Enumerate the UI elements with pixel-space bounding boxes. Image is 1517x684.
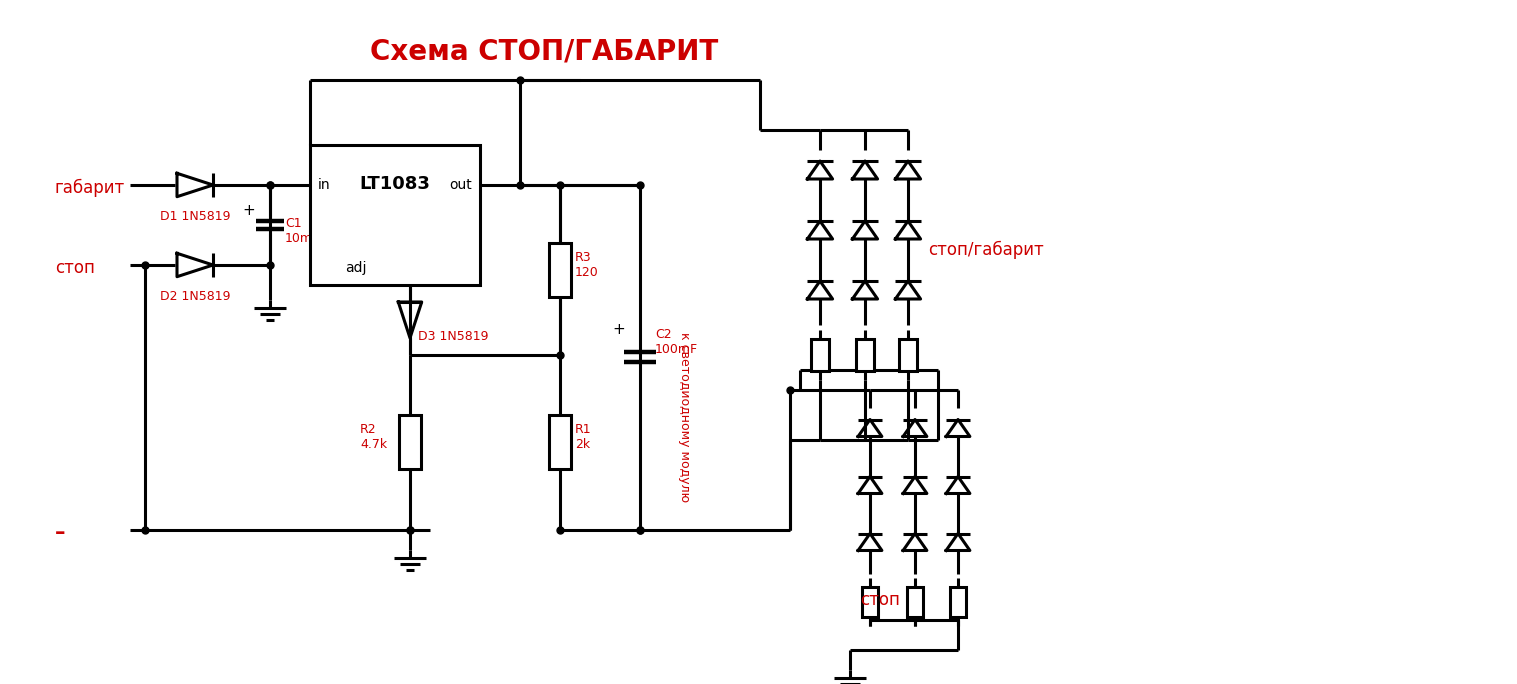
- Text: in: in: [319, 178, 331, 192]
- Text: LT1083: LT1083: [360, 175, 431, 193]
- Bar: [950, 587, 966, 617]
- Bar: [862, 587, 878, 617]
- Text: D2 1N5819: D2 1N5819: [159, 290, 231, 303]
- Text: стоп/габарит: стоп/габарит: [928, 241, 1044, 259]
- Text: стоп: стоп: [860, 591, 900, 609]
- Text: габарит: габарит: [55, 179, 126, 197]
- Text: R2
4.7k: R2 4.7k: [360, 423, 387, 451]
- Bar: [907, 587, 922, 617]
- Text: out: out: [449, 178, 472, 192]
- Text: –: –: [55, 523, 65, 543]
- Text: C1
10mF: C1 10mF: [285, 217, 320, 245]
- Text: Схема СТОП/ГАБАРИТ: Схема СТОП/ГАБАРИТ: [370, 38, 718, 66]
- Bar: [549, 243, 570, 297]
- Bar: [549, 415, 570, 469]
- Text: R1
2k: R1 2k: [575, 423, 592, 451]
- Bar: [856, 339, 874, 371]
- Text: adj: adj: [344, 261, 367, 275]
- Text: C2
100mF: C2 100mF: [655, 328, 698, 356]
- Text: D3 1N5819: D3 1N5819: [419, 330, 488, 343]
- Bar: [309, 145, 479, 285]
- Bar: [900, 339, 916, 371]
- Text: +: +: [611, 321, 625, 337]
- Text: +: +: [243, 203, 255, 218]
- Text: стоп: стоп: [55, 259, 96, 277]
- Text: к светодиодному модулю: к светодиодному модулю: [678, 332, 692, 502]
- Bar: [812, 339, 828, 371]
- Bar: [399, 415, 422, 469]
- Text: R3
120: R3 120: [575, 251, 599, 279]
- Text: D1 1N5819: D1 1N5819: [159, 210, 231, 223]
